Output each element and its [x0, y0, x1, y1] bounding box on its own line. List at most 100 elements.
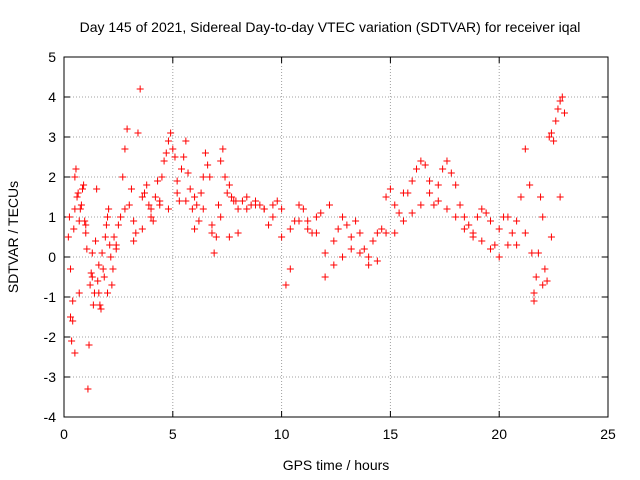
data-point-marker: [547, 129, 555, 137]
data-point-marker: [178, 165, 186, 173]
data-point-marker: [195, 217, 203, 225]
data-point-marker: [243, 205, 251, 213]
data-point-marker: [334, 225, 342, 233]
data-point-marker: [234, 205, 242, 213]
data-point-marker: [73, 193, 81, 201]
data-point-marker: [513, 241, 521, 249]
data-point-marker: [69, 317, 77, 325]
data-point-marker: [286, 225, 294, 233]
data-point-marker: [530, 289, 538, 297]
data-point-marker: [526, 181, 534, 189]
y-tick-label: 1: [48, 209, 56, 225]
data-point-marker: [365, 261, 373, 269]
data-point-marker: [504, 213, 512, 221]
data-point-marker: [486, 217, 494, 225]
data-point-marker: [201, 149, 209, 157]
data-points: [64, 85, 568, 393]
data-point-marker: [67, 265, 75, 273]
data-point-marker: [83, 245, 91, 253]
data-point-marker: [127, 185, 135, 193]
data-point-marker: [560, 109, 568, 117]
data-point-marker: [95, 261, 103, 269]
data-point-marker: [295, 201, 303, 209]
data-point-marker: [101, 233, 109, 241]
y-tick-label: 5: [48, 49, 56, 65]
data-point-marker: [114, 221, 122, 229]
data-point-marker: [339, 213, 347, 221]
data-point-marker: [552, 117, 560, 125]
data-point-marker: [556, 193, 564, 201]
x-tick-label: 20: [491, 426, 507, 442]
data-point-marker: [104, 213, 112, 221]
data-point-marker: [399, 217, 407, 225]
data-point-marker: [365, 253, 373, 261]
data-point-marker: [147, 213, 155, 221]
data-point-marker: [117, 213, 125, 221]
data-point-marker: [119, 173, 127, 181]
data-point-marker: [539, 213, 547, 221]
data-point-marker: [356, 229, 364, 237]
data-point-marker: [373, 257, 381, 265]
data-point-marker: [486, 245, 494, 253]
data-point-marker: [204, 161, 212, 169]
data-point-marker: [482, 209, 490, 217]
data-point-marker: [228, 193, 236, 201]
data-point-marker: [70, 225, 78, 233]
data-point-marker: [74, 189, 82, 197]
data-point-marker: [208, 221, 216, 229]
data-point-marker: [104, 289, 112, 297]
data-point-marker: [94, 277, 102, 285]
y-axis-label: SDTVAR / TECUs: [5, 181, 21, 293]
data-point-marker: [421, 161, 429, 169]
data-point-marker: [460, 213, 468, 221]
data-point-marker: [169, 145, 177, 153]
data-point-marker: [330, 237, 338, 245]
data-point-marker: [67, 313, 75, 321]
data-point-marker: [408, 177, 416, 185]
data-point-marker: [369, 237, 377, 245]
data-point-marker: [158, 173, 166, 181]
data-point-marker: [495, 253, 503, 261]
data-point-marker: [99, 265, 107, 273]
data-point-marker: [312, 229, 320, 237]
data-point-marker: [156, 197, 164, 205]
data-point-marker: [537, 193, 545, 201]
y-tick-label: -1: [44, 289, 57, 305]
data-point-marker: [130, 237, 138, 245]
data-point-marker: [532, 273, 540, 281]
data-point-marker: [439, 165, 447, 173]
data-point-marker: [243, 193, 251, 201]
data-point-marker: [473, 213, 481, 221]
y-tick-label: 4: [48, 89, 56, 105]
data-point-marker: [71, 349, 79, 357]
data-point-marker: [125, 201, 133, 209]
data-point-marker: [452, 213, 460, 221]
data-point-marker: [95, 289, 103, 297]
data-point-marker: [558, 93, 566, 101]
y-tick-label: 3: [48, 129, 56, 145]
data-point-marker: [251, 201, 259, 209]
data-point-marker: [460, 225, 468, 233]
data-point-marker: [154, 177, 162, 185]
data-point-marker: [478, 205, 486, 213]
data-point-marker: [304, 217, 312, 225]
data-point-marker: [145, 201, 153, 209]
data-point-marker: [75, 289, 83, 297]
data-point-marker: [93, 185, 101, 193]
data-point-marker: [208, 229, 216, 237]
data-point-marker: [199, 173, 207, 181]
data-point-marker: [273, 197, 281, 205]
y-tick-label: -2: [44, 329, 57, 345]
data-point-marker: [491, 241, 499, 249]
data-point-marker: [517, 193, 525, 201]
data-point-marker: [173, 189, 181, 197]
data-point-marker: [96, 301, 104, 309]
y-tick-label: -4: [44, 409, 57, 425]
data-point-marker: [417, 201, 425, 209]
data-point-marker: [175, 197, 183, 205]
x-tick-label: 0: [60, 426, 68, 442]
data-point-marker: [238, 197, 246, 205]
axis-ticks: 0 5 10 15 20 25 -4 -3 -2 -1 0 1 2 3 4 5: [44, 49, 616, 442]
data-point-marker: [105, 205, 113, 213]
data-point-marker: [347, 245, 355, 253]
